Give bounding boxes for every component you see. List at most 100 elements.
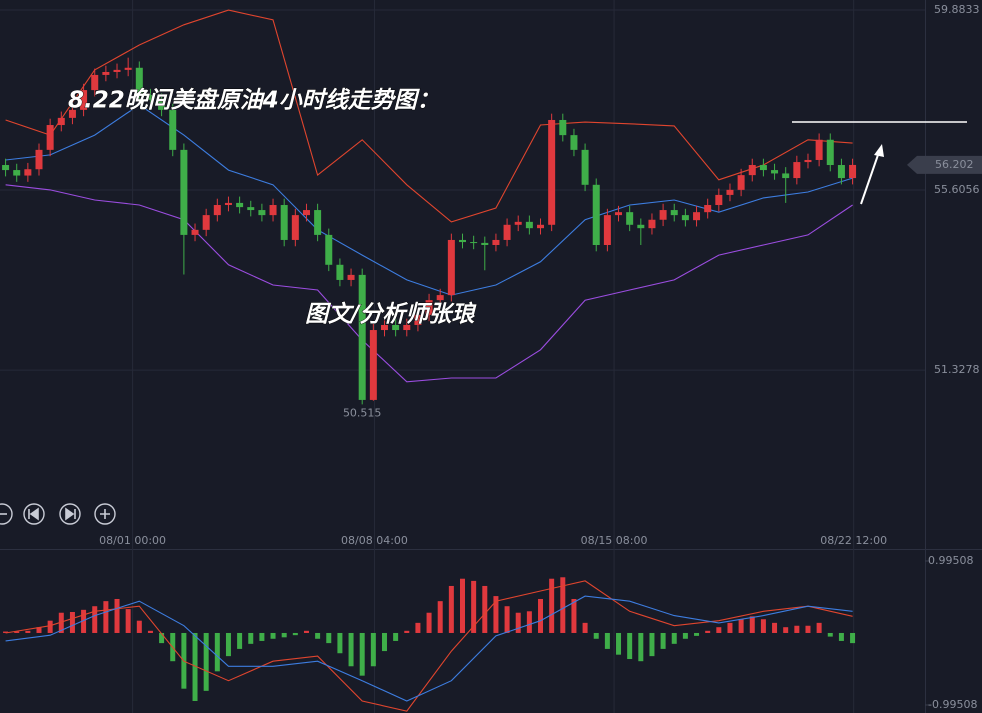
candle-body: [726, 189, 734, 195]
macd-bar: [526, 611, 532, 633]
macd-bar: [159, 632, 165, 644]
macd-bar: [81, 609, 87, 633]
candle-body: [815, 139, 823, 160]
x-tick-label: 08/15 08:00: [581, 534, 648, 547]
next-button[interactable]: [59, 503, 81, 525]
candle-body: [291, 215, 299, 240]
macd-bar: [426, 612, 432, 633]
macd-bar: [716, 627, 722, 633]
previous-button[interactable]: [23, 503, 45, 525]
candle-body: [336, 264, 344, 280]
candle-body: [124, 67, 132, 70]
macd-bar: [816, 622, 822, 633]
candle-body: [470, 242, 478, 244]
candle-body: [793, 162, 801, 179]
macd-bar: [638, 632, 644, 662]
candle-body: [314, 210, 322, 235]
macd-bar: [549, 578, 555, 633]
macd-bar: [237, 632, 243, 649]
macd-bar: [783, 627, 789, 633]
macd-bar: [114, 598, 120, 633]
zoom-in-button[interactable]: [94, 503, 116, 525]
macd-bar: [381, 632, 387, 652]
y-tick-label: 51.3278: [934, 363, 980, 376]
y-tick-label: 59.8833: [934, 3, 980, 16]
candle-body: [191, 229, 199, 235]
candle-body: [603, 215, 611, 246]
candle-body: [748, 165, 756, 176]
macd-bar: [850, 632, 856, 644]
candle-body: [759, 165, 767, 171]
macd-bar: [448, 585, 454, 633]
candle-body: [224, 202, 232, 206]
macd-bar: [504, 606, 510, 633]
candle-body: [2, 165, 10, 171]
macd-bar: [3, 631, 9, 633]
macd-bar: [738, 619, 744, 633]
macd-bar: [604, 632, 610, 649]
macd-bar: [147, 630, 153, 633]
candle-body: [258, 210, 266, 216]
candle-body: [481, 242, 489, 246]
candle-body: [414, 314, 422, 325]
macd-bar: [727, 622, 733, 633]
candle-body: [436, 295, 444, 301]
candle-body: [113, 69, 121, 72]
zoom-out-button[interactable]: [0, 503, 13, 525]
candle-body: [637, 224, 645, 229]
candle-body: [548, 119, 556, 225]
candle-body: [715, 194, 723, 206]
macd-bar: [694, 632, 700, 636]
macd-bar: [627, 632, 633, 660]
candle-body: [80, 90, 88, 110]
candle-body: [826, 139, 834, 166]
candle-body: [537, 224, 545, 229]
candle-body: [369, 330, 377, 400]
macd-bar: [326, 632, 332, 644]
plot: 50.515 56.202: [2, 9, 982, 712]
macd-bar: [47, 620, 53, 633]
candle-body: [525, 221, 533, 229]
candle-body: [492, 239, 500, 246]
macd-bar: [337, 632, 343, 654]
candle-body: [804, 159, 812, 163]
macd-bar: [772, 622, 778, 633]
macd-bar: [749, 616, 755, 633]
candle-body: [626, 212, 634, 225]
macd-bar: [493, 596, 499, 633]
macd-bar: [794, 625, 800, 633]
bollinger-line: [5, 9, 853, 223]
macd-bar: [571, 598, 577, 633]
x-tick-label: 08/01 00:00: [99, 534, 166, 547]
candle-body: [302, 210, 310, 216]
candle-body: [135, 67, 143, 96]
trend-arrow-head: [874, 144, 884, 157]
macd-bar: [560, 577, 566, 633]
macd-bar: [281, 632, 287, 638]
candle-body: [280, 205, 288, 240]
candle-body: [91, 74, 99, 91]
candle-body: [180, 149, 188, 235]
macd-bar: [348, 632, 354, 667]
candle-body: [358, 274, 366, 400]
candle-body: [146, 95, 154, 100]
candle-body: [347, 274, 355, 280]
candle-body: [693, 212, 701, 221]
macd-bar: [415, 622, 421, 633]
candle-body: [380, 324, 388, 331]
candle-body: [236, 202, 244, 208]
macd-bar: [225, 632, 231, 657]
candle-body: [503, 224, 511, 240]
y-tick-label: 0.99508: [928, 554, 974, 567]
low-label: 50.515: [343, 406, 382, 419]
candle-body: [704, 205, 712, 213]
candle-body: [849, 164, 857, 179]
headline: 8.22晚间美盘原油4小时线走势图：: [68, 87, 440, 114]
macd-bar: [370, 632, 376, 667]
candle-body: [648, 219, 656, 229]
macd-bar: [760, 619, 766, 633]
macd-bar: [616, 632, 622, 655]
macd-bar: [292, 632, 298, 636]
candle-body: [35, 149, 43, 170]
